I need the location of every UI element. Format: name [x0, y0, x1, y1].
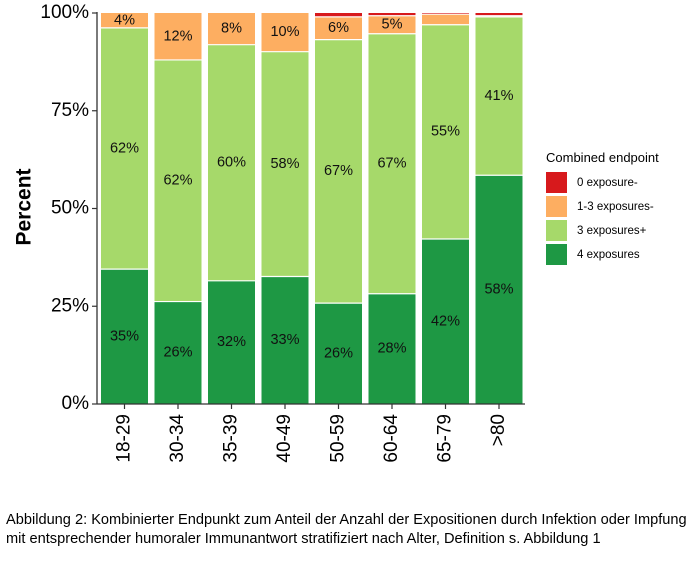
- bar-segment: [368, 33, 416, 294]
- bar-segment: [101, 27, 148, 270]
- x-tick-label: 30-34: [167, 414, 188, 463]
- bar-segment: [101, 269, 148, 404]
- data-label: 67%: [324, 163, 353, 179]
- data-label: 10%: [270, 24, 299, 40]
- bar-segment: [154, 301, 202, 404]
- data-label: 67%: [377, 156, 406, 172]
- bar-segment: [422, 238, 469, 404]
- bar-segment: [154, 13, 202, 60]
- data-label: 62%: [163, 173, 192, 189]
- legend-label: 1-3 exposures-: [577, 201, 654, 213]
- bar-segment: [422, 14, 469, 25]
- data-label: 41%: [484, 88, 513, 104]
- bar-segment: [208, 13, 255, 45]
- data-label: 58%: [484, 281, 513, 297]
- bar-segment: [315, 303, 362, 404]
- x-tick-label: 50-59: [328, 414, 349, 463]
- legend-label: 4 exposures: [577, 249, 640, 261]
- bar-segment: [261, 51, 309, 277]
- data-label: 5%: [382, 17, 403, 33]
- bar-segment: [208, 44, 255, 281]
- bar-segment: [315, 13, 362, 17]
- legend-key: [546, 172, 567, 193]
- data-label: 32%: [217, 334, 246, 350]
- bar-segment: [101, 13, 148, 28]
- x-tick-label: 18-29: [114, 414, 135, 463]
- data-label: 35%: [110, 328, 139, 344]
- bars-group: 35% 62% 4% 26% 62% 12% 32% 60% 8% 33% 58% 10% 26% 67%…: [101, 12, 523, 404]
- data-label: 42%: [431, 313, 460, 329]
- bar-segment: [475, 16, 523, 176]
- bar-segment: [315, 16, 362, 40]
- x-tick-label: 60-64: [381, 414, 402, 463]
- legend-key: [546, 196, 567, 217]
- x-tick-label: 35-39: [221, 414, 242, 463]
- y-tick-label: 0%: [62, 393, 90, 414]
- data-label: 12%: [163, 28, 192, 44]
- x-tick-label: 65-79: [435, 414, 456, 463]
- data-label: 60%: [217, 155, 246, 171]
- bar-segment: [422, 24, 469, 239]
- legend: Combined endpoint 0 exposure- 1-3 exposur…: [546, 150, 659, 265]
- bar-segment: [208, 280, 255, 404]
- y-axis-label: Percent: [13, 168, 36, 245]
- bar-segment: [261, 13, 309, 52]
- bar-segment: [154, 59, 202, 302]
- data-label: 33%: [270, 332, 299, 348]
- data-label: 28%: [377, 341, 406, 357]
- data-label: 6%: [328, 20, 349, 36]
- legend-key: [546, 220, 567, 241]
- bar-segment: [315, 39, 362, 304]
- figure-caption: Abbildung 2: Kombinierter Endpunkt zum A…: [6, 512, 687, 547]
- bar-segment: [368, 13, 416, 16]
- y-tick-label: 25%: [51, 295, 89, 316]
- data-label: 4%: [114, 12, 135, 28]
- bar-segment: [475, 175, 523, 404]
- legend-title: Combined endpoint: [546, 150, 659, 165]
- legend-label: 3 exposures+: [577, 225, 647, 237]
- axes-group: 18-29 30-34 35-39 40-49 50-59 60-64 65-79 >80 0%…: [40, 2, 525, 463]
- bar-segment: [368, 293, 416, 404]
- data-label: 26%: [163, 345, 192, 361]
- data-label: 55%: [431, 124, 460, 140]
- legend-key: [546, 244, 567, 265]
- data-label: 26%: [324, 345, 353, 361]
- y-tick-label: 50%: [51, 198, 89, 219]
- data-label: 8%: [221, 21, 242, 37]
- stacked-bar-chart: Percent 35%62%4%26%62%12%32%60%8%33%58%1…: [13, 2, 660, 463]
- y-tick-label: 75%: [51, 100, 89, 121]
- data-label: 58%: [270, 156, 299, 172]
- y-tick-label: 100%: [40, 2, 89, 23]
- x-tick-label: >80: [488, 414, 509, 446]
- x-tick-label: 40-49: [274, 414, 295, 463]
- bar-segment: [261, 276, 309, 404]
- bar-segment: [368, 15, 416, 34]
- bar-segment: [475, 13, 523, 16]
- data-label: 62%: [110, 140, 139, 156]
- legend-label: 0 exposure-: [577, 177, 638, 189]
